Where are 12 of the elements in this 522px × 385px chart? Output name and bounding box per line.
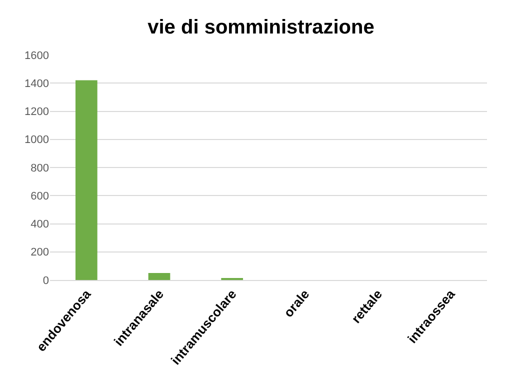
bar — [148, 272, 170, 280]
y-tick-label: 800 — [30, 162, 49, 174]
y-tick-label: 400 — [30, 218, 49, 231]
y-tick-label: 1200 — [24, 106, 49, 118]
y-tick-label: 0 — [42, 274, 49, 287]
y-tick-label: 600 — [30, 190, 49, 202]
y-tick-label: 200 — [30, 246, 49, 259]
y-tick-label: 1600 — [24, 50, 49, 62]
y-tick-label: 1400 — [24, 78, 49, 90]
chart-title: vie di somministrazione — [148, 16, 374, 38]
y-tick-label: 1000 — [24, 134, 49, 146]
bar — [75, 80, 98, 280]
